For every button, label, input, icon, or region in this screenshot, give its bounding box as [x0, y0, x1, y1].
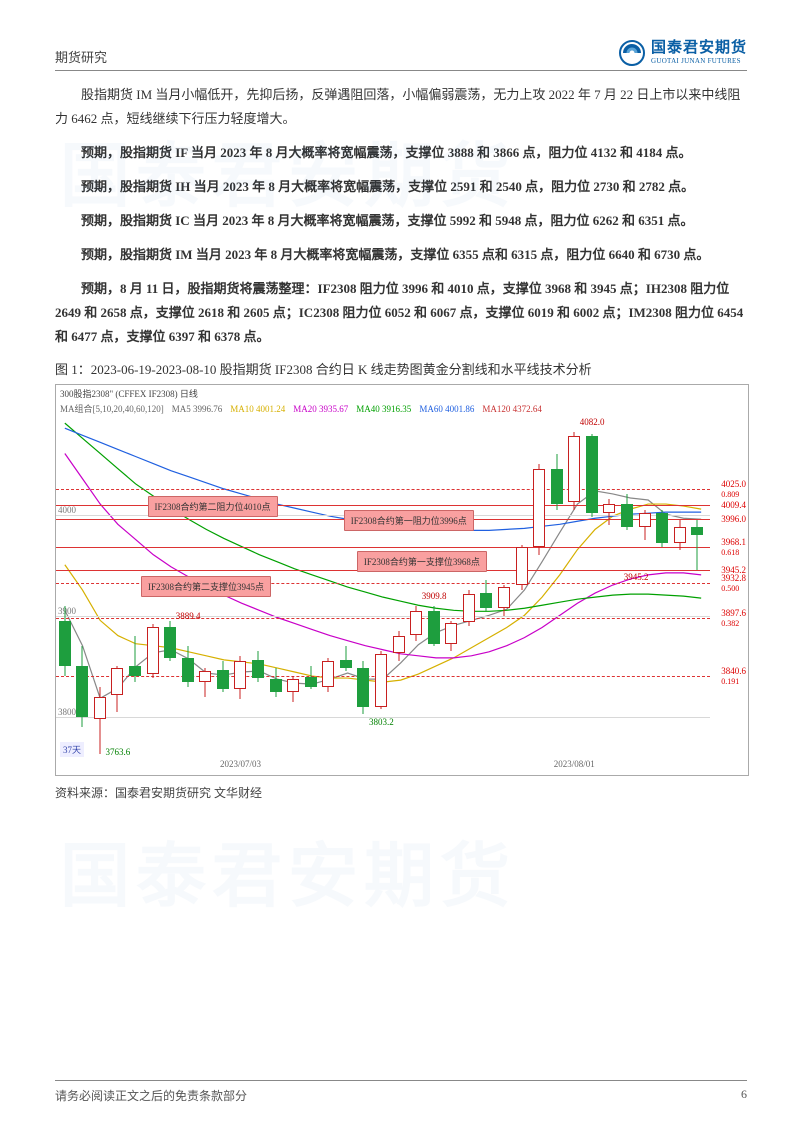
- logo-mark-icon: [619, 40, 645, 66]
- brand-logo: 国泰君安期货 GUOTAI JUNAN FUTURES: [619, 40, 747, 66]
- ma-legend-item: MA20 3935.67: [293, 404, 348, 414]
- page-header: 期货研究 国泰君安期货 GUOTAI JUNAN FUTURES: [55, 40, 747, 71]
- paragraph: 预期，8 月 11 日，股指期货将震荡整理：IF2308 阻力位 3996 和 …: [55, 277, 747, 349]
- price-label: 4082.0: [580, 417, 605, 427]
- ma-legend-item: MA40 3916.35: [356, 404, 411, 414]
- chart-annotation: IF2308合约第二阻力位4010点: [148, 496, 278, 517]
- footer-pagenum: 6: [741, 1087, 747, 1104]
- header-category: 期货研究: [55, 47, 107, 66]
- paragraph: 预期，股指期货 IH 当月 2023 年 8 月大概率将宽幅震荡，支撑位 259…: [55, 175, 747, 199]
- level-line: [56, 547, 710, 548]
- chart-title: 300股指2308" (CFFEX IF2308) 日线: [60, 387, 198, 400]
- price-label: 3909.8: [422, 591, 447, 601]
- price-label: 3945.2: [624, 572, 649, 582]
- figure-source: 资料来源：国泰君安期货研究 文华财经: [55, 784, 747, 801]
- chart-annotation: IF2308合约第二支撑位3945点: [141, 576, 271, 597]
- ma-legend-item: MA10 4001.24: [230, 404, 285, 414]
- level-line: [56, 489, 710, 490]
- paragraph: 预期，股指期货 IM 当月 2023 年 8 月大概率将宽幅震荡，支撑位 635…: [55, 243, 747, 267]
- x-axis: 2023/07/03 2023/08/01: [56, 759, 710, 773]
- paragraph: 股指期货 IM 当月小幅低开，先抑后扬，反弹遇阻回落，小幅偏弱震荡，无力上攻 2…: [55, 83, 747, 131]
- y-tick-left: 3900: [58, 606, 76, 616]
- x-tick: 2023/08/01: [554, 759, 595, 769]
- y-tick-left: 3800: [58, 707, 76, 717]
- price-label: 3889.4: [176, 611, 201, 621]
- y-tick-right: 3996.0: [721, 514, 746, 524]
- days-badge: 37天: [60, 742, 84, 757]
- level-line: [56, 618, 710, 619]
- y-tick-right: 3932.80.500: [721, 573, 746, 593]
- page-footer: 请务必阅读正文之后的免责条款部分 6: [55, 1080, 747, 1104]
- ma-legend-item: MA60 4001.86: [419, 404, 474, 414]
- logo-text-cn: 国泰君安期货: [651, 41, 747, 56]
- logo-text-en: GUOTAI JUNAN FUTURES: [651, 58, 747, 65]
- ma-legend-item: MA5 3996.76: [172, 404, 223, 414]
- y-axis-right: 4025.00.8094009.43996.03968.10.6183945.2…: [710, 413, 748, 757]
- y-tick-right: 4009.4: [721, 500, 746, 510]
- chart-annotation: IF2308合约第一阻力位3996点: [344, 510, 474, 531]
- chart-plot-area: 3800 3900 4000 IF2308合约第二阻力位4010点 IF2308合约第一…: [56, 413, 710, 757]
- watermark: 国泰君安期货: [60, 820, 516, 921]
- footer-disclaimer: 请务必阅读正文之后的免责条款部分: [55, 1087, 247, 1104]
- figure-caption: 图 1：2023-06-19-2023-08-10 股指期货 IF2308 合约…: [55, 359, 747, 378]
- paragraph: 预期，股指期货 IF 当月 2023 年 8 月大概率将宽幅震荡，支撑位 388…: [55, 141, 747, 165]
- price-label: 3763.6: [105, 747, 130, 757]
- kline-chart: 300股指2308" (CFFEX IF2308) 日线 MA组合[5,10,2…: [55, 384, 749, 776]
- y-tick-right: 4025.00.809: [721, 479, 746, 499]
- y-tick-left: 4000: [58, 505, 76, 515]
- y-tick-right: 3840.60.191: [721, 666, 746, 686]
- chart-annotation: IF2308合约第一支撑位3968点: [357, 551, 487, 572]
- ma-legend-item: MA120 4372.64: [482, 404, 542, 414]
- y-tick-right: 3897.60.382: [721, 608, 746, 628]
- y-tick-right: 3968.10.618: [721, 537, 746, 557]
- body-paragraphs: 股指期货 IM 当月小幅低开，先抑后扬，反弹遇阻回落，小幅偏弱震荡，无力上攻 2…: [55, 83, 747, 349]
- paragraph: 预期，股指期货 IC 当月 2023 年 8 月大概率将宽幅震荡，支撑位 599…: [55, 209, 747, 233]
- price-label: 3803.2: [369, 717, 394, 727]
- x-tick: 2023/07/03: [220, 759, 261, 769]
